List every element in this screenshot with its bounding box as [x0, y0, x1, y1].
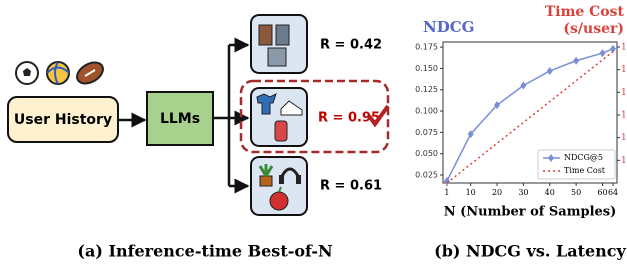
x-tick-label: 1 [444, 188, 449, 197]
y2-axis-label: Time Cost [545, 4, 625, 20]
x-tick-label: 50 [571, 188, 581, 197]
y-tick-label: 0.050 [415, 149, 438, 158]
x-axis-label: N (Number of Samples) [444, 205, 617, 220]
llms-label: LLMs [160, 111, 200, 127]
data-point [547, 67, 553, 75]
y2-tick-label: 1 [621, 88, 627, 98]
caption: (b) NDCG vs. Latency [434, 242, 626, 261]
y2-tick-label: 1 [621, 65, 627, 75]
reward-label: R = 0.42 [320, 38, 382, 53]
caption: (a) Inference-time Best-of-N [77, 242, 332, 261]
y-tick-label: 0.175 [415, 43, 438, 52]
y2-tick-label: 1 [621, 133, 627, 143]
chart-title: NDCG [423, 18, 474, 36]
output-boxes [251, 15, 307, 215]
data-point [520, 81, 526, 89]
data-point [600, 49, 606, 57]
data-point [573, 57, 579, 65]
legend-label: NDCG@5 [564, 153, 603, 162]
y-tick-label: 0.075 [415, 128, 438, 137]
y2-tick-label: 1 [621, 110, 627, 120]
y2-axis-label: (s/user) [563, 21, 624, 37]
branch-arrows [213, 45, 248, 186]
y-tick-label: 0.150 [415, 64, 438, 73]
x-tick-label: 10 [466, 188, 476, 197]
diagram: User History LLMs R = 0.42 R = 0.9 [8, 15, 388, 261]
y2-tick-label: 1 [621, 156, 627, 166]
sports-icons [16, 58, 107, 88]
x-tick-label: 40 [545, 188, 555, 197]
reward-label: R = 0.61 [320, 179, 382, 194]
legend-label: Time Cost [564, 166, 606, 175]
y2-tick-label: 1 [621, 42, 627, 52]
x-tick-label: 20 [492, 188, 502, 197]
x-tick-label: 30 [518, 188, 528, 197]
y-tick-label: 0.100 [415, 107, 438, 116]
x-tick-label: 64 [608, 188, 618, 197]
x-tick-label: 60 [597, 188, 607, 197]
y-tick-label: 0.025 [415, 170, 438, 179]
figure: User History LLMs R = 0.42 R = 0.9 [0, 0, 627, 267]
chart: 0.025 0.050 0.075 0.100 0.125 0.150 0.175 1 1 1 1 1… [415, 4, 627, 261]
y-tick-label: 0.125 [415, 85, 438, 94]
user-history-label: User History [14, 112, 112, 128]
